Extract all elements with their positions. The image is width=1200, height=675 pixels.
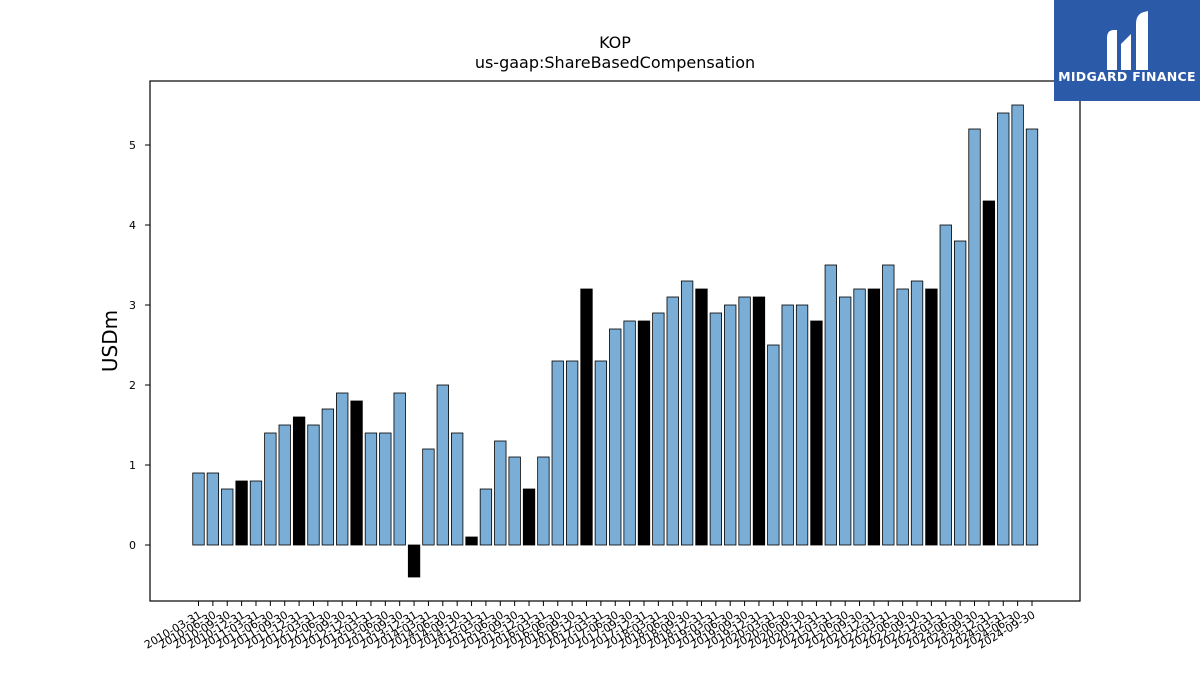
bar-2022-03-31	[882, 264, 895, 546]
chart-subtitle: us-gaap:ShareBasedCompensation	[475, 53, 755, 72]
bar-2019-06-30	[724, 304, 737, 546]
y-tick-label: 4	[129, 219, 136, 232]
bar-2010-09-30	[221, 488, 234, 546]
brand-name: MIDGARD FINANCE	[1058, 69, 1196, 84]
bar-2020-12-31	[810, 320, 823, 546]
bar-2010-03-31	[192, 472, 205, 546]
bar-2016-12-31	[580, 288, 593, 546]
bar-2021-06-30	[839, 296, 852, 546]
bar-2011-12-31	[292, 416, 306, 546]
bar-2011-06-30	[264, 432, 277, 546]
bar-2017-09-30	[623, 320, 636, 546]
bar-2017-03-31	[594, 360, 608, 546]
bar-2014-06-30	[436, 384, 449, 546]
bar-2018-06-30	[666, 296, 679, 546]
bar-2020-06-30	[781, 304, 794, 546]
midgard-logo-icon	[1107, 11, 1148, 70]
bar-2013-06-30	[379, 432, 392, 546]
bar-2019-03-31	[709, 312, 722, 546]
bar-2020-09-30	[795, 304, 809, 546]
bar-series	[192, 104, 1039, 578]
bar-2023-12-31	[982, 200, 996, 546]
bar-2022-06-30	[896, 288, 909, 546]
bar-2012-03-31	[307, 424, 320, 546]
bar-2017-12-31	[637, 320, 651, 546]
bar-2015-06-30	[494, 440, 507, 546]
bar-2023-06-30	[954, 240, 967, 546]
bar-2010-12-31	[235, 480, 248, 546]
y-axis: 0 1 2 3 4 5	[129, 139, 150, 552]
bar-2020-03-31	[767, 344, 780, 546]
bar-2019-09-30	[738, 296, 751, 546]
bar-2012-09-30	[336, 392, 349, 546]
y-tick-label: 0	[129, 539, 136, 552]
y-tick-label: 5	[129, 139, 136, 152]
bar-2022-09-30	[910, 280, 924, 546]
bar-2018-12-31	[695, 288, 708, 546]
bar-2011-03-31	[249, 480, 263, 546]
brand-logo: MIDGARD FINANCE	[1054, 0, 1200, 101]
bar-2019-12-31	[752, 296, 766, 546]
bar-2015-03-31	[479, 488, 493, 546]
bar-2024-03-31	[997, 112, 1010, 546]
bar-2018-03-31	[652, 312, 665, 546]
bar-2017-06-30	[609, 328, 622, 546]
bar-2014-09-30	[451, 432, 464, 546]
bar-2016-09-30	[565, 360, 579, 546]
bar-2013-03-31	[364, 432, 378, 546]
y-tick-label: 2	[129, 379, 136, 392]
x-axis: 2010-03-312010-06-302010-09-302010-12-31…	[142, 601, 1038, 652]
y-tick-label: 1	[129, 459, 136, 472]
bar-2014-12-31	[465, 536, 478, 546]
bar-2013-09-30	[393, 392, 406, 546]
bar-2011-09-30	[278, 424, 291, 546]
bar-2022-12-31	[925, 288, 938, 546]
bar-2024-06-30	[1011, 104, 1024, 546]
bar-2021-12-31	[867, 288, 881, 546]
bar-2024-09-30	[1025, 128, 1039, 546]
bar-2010-06-30	[206, 472, 220, 546]
bar-2023-03-31	[939, 224, 952, 546]
bar-2015-12-31	[522, 488, 536, 546]
bar-2015-09-30	[508, 456, 521, 546]
bar-2013-12-31	[407, 544, 421, 578]
bar-2018-09-30	[680, 280, 694, 546]
y-axis-label: USDm	[98, 310, 122, 372]
bar-2016-06-30	[551, 360, 564, 546]
bar-2012-06-30	[321, 408, 334, 546]
bar-2016-03-31	[537, 456, 550, 546]
chart-title: KOP	[599, 33, 631, 52]
bar-2012-12-31	[350, 400, 363, 546]
bar-2014-03-31	[422, 448, 435, 546]
y-tick-label: 3	[129, 299, 136, 312]
bar-2021-09-30	[853, 288, 866, 546]
bar-2021-03-31	[824, 264, 837, 546]
bar-2023-09-30	[968, 128, 981, 546]
